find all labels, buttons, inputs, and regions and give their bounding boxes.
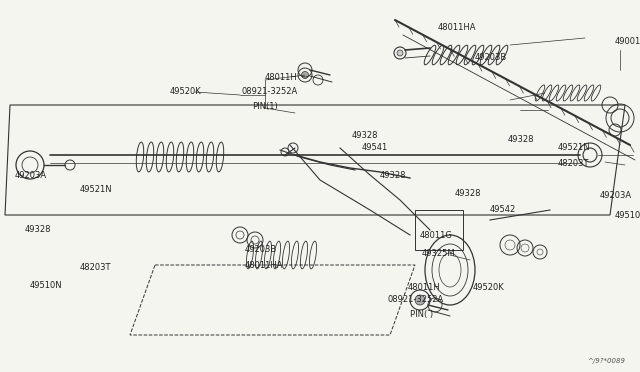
Circle shape <box>415 295 425 305</box>
Text: 49542: 49542 <box>490 205 516 215</box>
Text: 49521N: 49521N <box>80 186 113 195</box>
Text: ^/9?*0089: ^/9?*0089 <box>587 358 625 364</box>
Text: 49203A: 49203A <box>15 170 47 180</box>
Text: 49325M: 49325M <box>422 248 456 257</box>
Text: 49203B: 49203B <box>475 54 508 62</box>
Text: 49328: 49328 <box>352 131 378 140</box>
Text: 48011HA: 48011HA <box>438 23 477 32</box>
Text: 48011G: 48011G <box>420 231 453 240</box>
Text: 08921-3252A: 08921-3252A <box>388 295 444 305</box>
Text: 49510N: 49510N <box>30 280 63 289</box>
Text: 49328: 49328 <box>380 170 406 180</box>
Text: 48011H: 48011H <box>408 282 441 292</box>
Text: 49541: 49541 <box>362 144 388 153</box>
Circle shape <box>301 71 308 78</box>
Text: 49203A: 49203A <box>600 190 632 199</box>
Text: 49001: 49001 <box>615 38 640 46</box>
Text: 49510N: 49510N <box>615 211 640 219</box>
Text: 48203T: 48203T <box>558 158 589 167</box>
Bar <box>415 210 463 250</box>
Text: 48011HA: 48011HA <box>245 260 284 269</box>
Text: 48011H: 48011H <box>265 74 298 83</box>
Text: 49520K: 49520K <box>170 87 202 96</box>
Text: 49328: 49328 <box>455 189 481 198</box>
Text: 49520K: 49520K <box>473 282 505 292</box>
Text: 49328: 49328 <box>25 225 51 234</box>
Circle shape <box>397 50 403 56</box>
Text: PIN( ): PIN( ) <box>410 311 433 320</box>
Text: PIN(1): PIN(1) <box>252 102 278 110</box>
Text: 48203T: 48203T <box>80 263 111 272</box>
Text: 49328: 49328 <box>508 135 534 144</box>
Text: 49203B: 49203B <box>245 246 277 254</box>
Text: 49521N: 49521N <box>558 144 591 153</box>
Text: 08921-3252A: 08921-3252A <box>242 87 298 96</box>
